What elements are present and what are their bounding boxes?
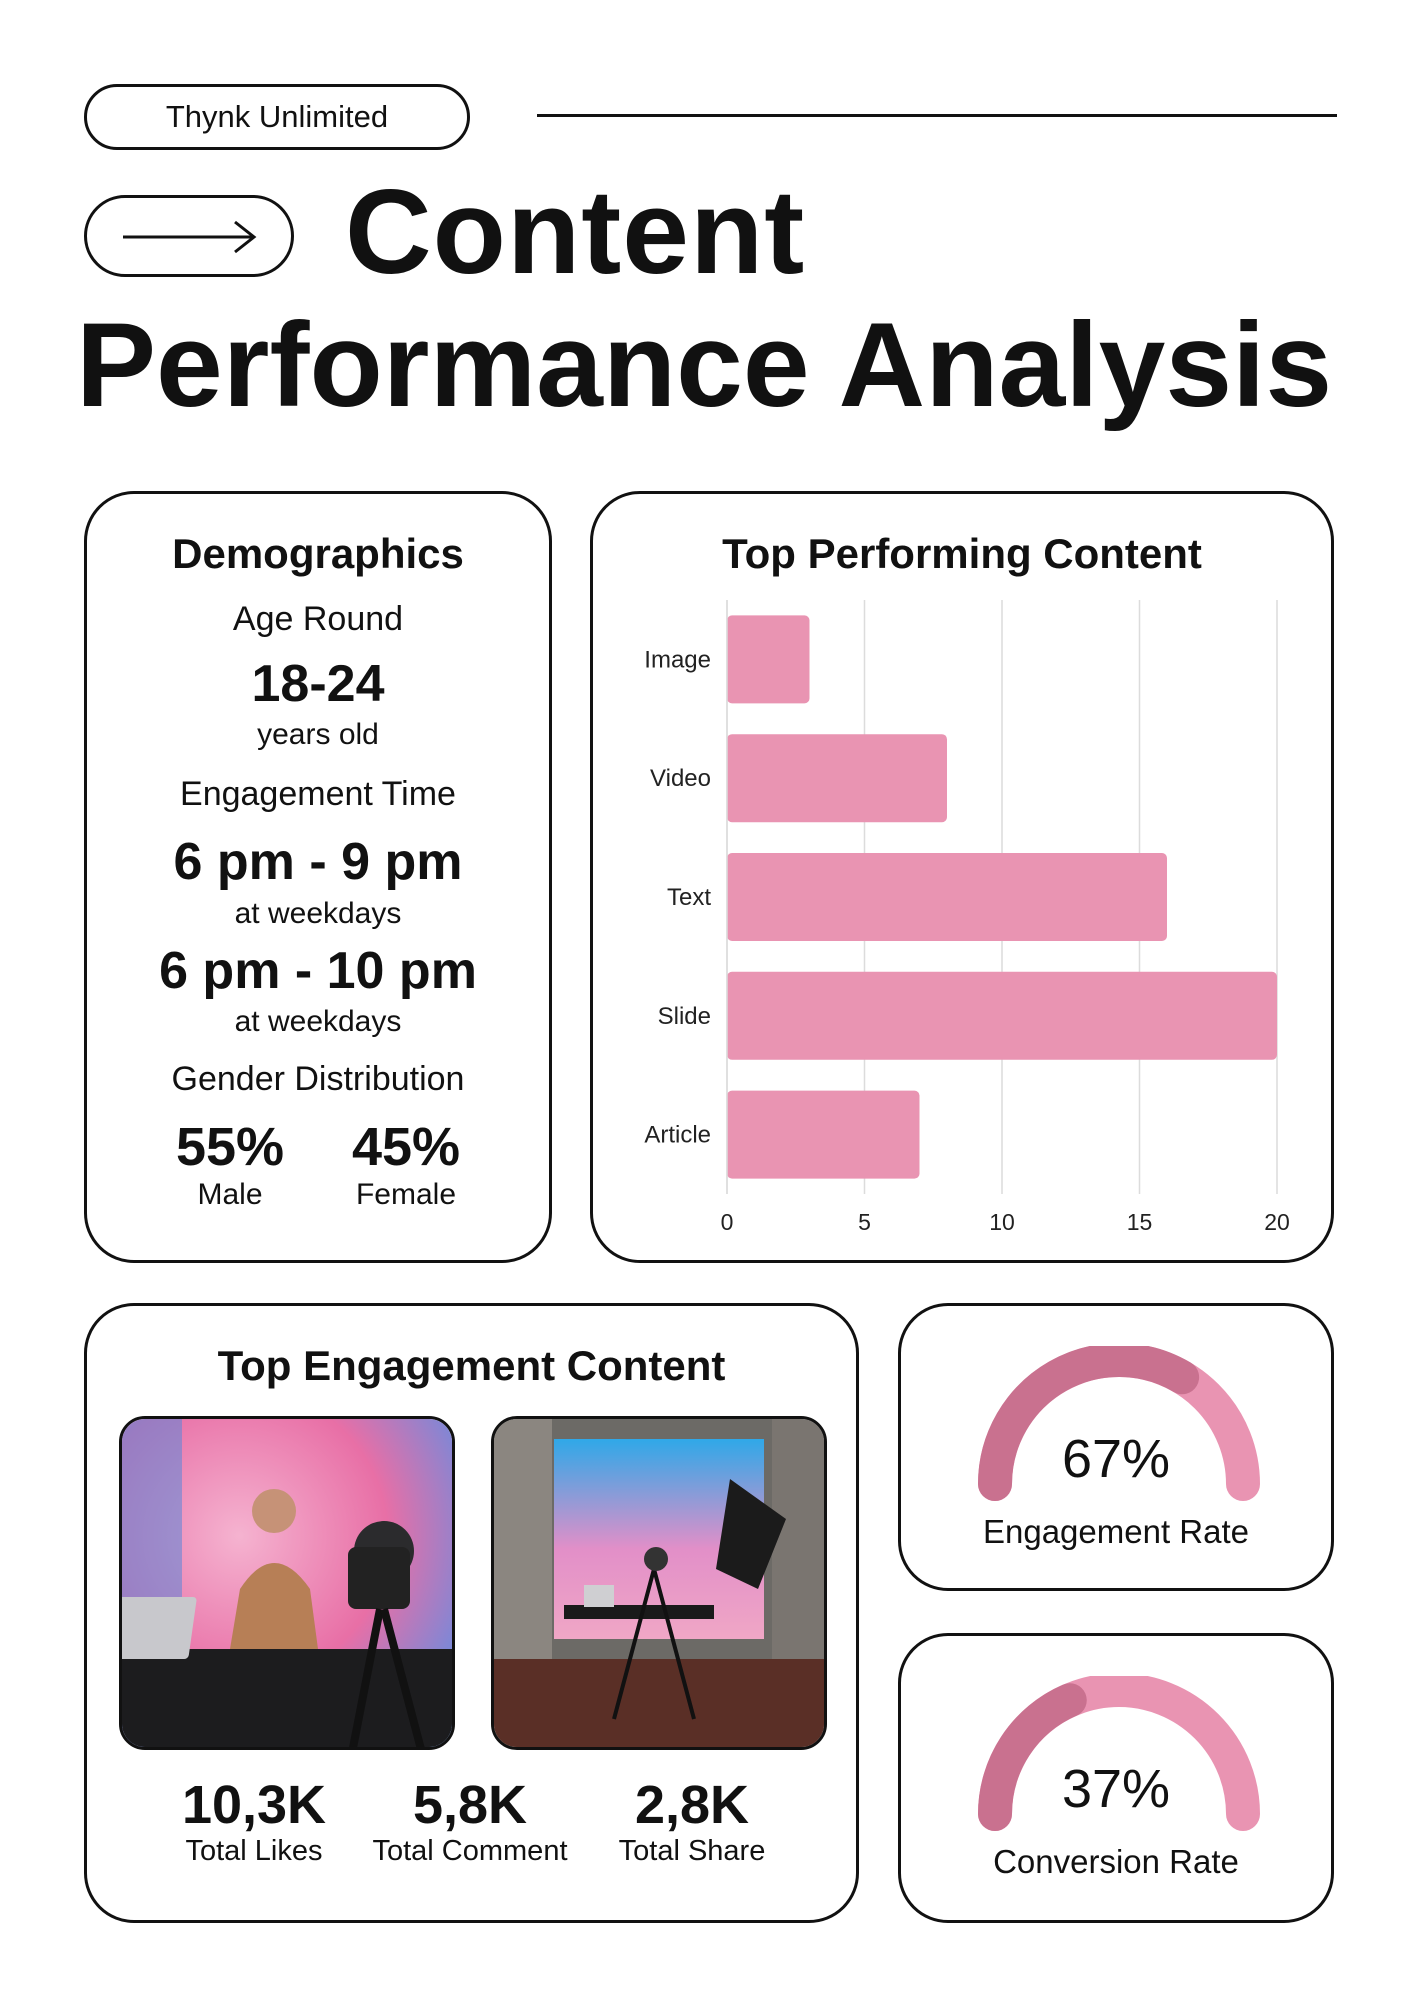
category-label: Article [644,1122,711,1149]
gender-female: 45% Female [341,1116,471,1212]
stat-label: Total Likes [185,1835,323,1868]
bar-slide [727,971,1277,1060]
stat-label: Total Comment [372,1835,568,1868]
conversion-rate-gauge [978,1676,1260,1831]
engagement-heading: Top Engagement Content [217,1342,726,1389]
engagement-slot-2-value: 6 pm - 10 pm [159,942,477,1000]
gauge-fill [978,1346,1200,1501]
x-tick-label: 20 [1264,1209,1290,1235]
arrow-pill [84,195,294,277]
demographics-heading: Demographics [172,530,464,577]
stat-value: 5,8K [412,1775,528,1835]
top-engagement-card: Top Engagement Content [84,1303,859,1923]
top-performing-card: Top Performing Content 0 5 10 15 20 Image Vide… [590,491,1334,1263]
conversion-rate-label: Conversion Rate [993,1843,1239,1880]
stat-value: 10,3K [181,1775,327,1835]
page-title-line-1: Content [345,165,806,299]
header-divider [537,114,1337,117]
chart-title: Top Performing Content [722,530,1202,577]
engagement-rate-card: 67% Engagement Rate [898,1303,1334,1591]
gender-male: 55% Male [165,1116,295,1212]
engagement-slot-2-note: at weekdays [234,1005,402,1038]
engagement-time-label: Engagement Time [180,775,456,813]
engagement-slot-1-value: 6 pm - 9 pm [173,833,463,891]
gender-distribution-label: Gender Distribution [171,1060,465,1098]
stat-total-share: 2,8K Total Share [577,1775,807,1868]
arrow-right-icon [123,220,257,254]
male-label: Male [197,1178,263,1211]
conversion-rate-value: 37% [1061,1759,1171,1819]
brand-pill: Thynk Unlimited [84,84,470,150]
bar-image [727,615,810,704]
male-value: 55% [175,1117,285,1177]
female-label: Female [355,1178,457,1211]
gauge-fill [978,1683,1087,1831]
category-label: Text [667,884,711,911]
studio-setup-photo [491,1416,827,1750]
gender-distribution: 55% Male 45% Female [87,1116,549,1212]
creator-studio-photo [119,1416,455,1750]
conversion-rate-card: 37% Conversion Rate [898,1633,1334,1923]
stat-label: Total Share [618,1835,766,1868]
bar-video [727,734,947,823]
x-tick-label: 5 [858,1209,871,1235]
stat-total-comment: 5,8K Total Comment [355,1775,585,1868]
age-unit: years old [257,718,379,751]
category-label: Slide [658,1003,711,1030]
engagement-rate-value: 67% [1061,1429,1171,1489]
category-label: Video [650,765,711,792]
brand-name: Thynk Unlimited [165,99,389,134]
bar-text [727,853,1167,941]
x-tick-label: 10 [989,1209,1015,1235]
engagement-rate-label: Engagement Rate [982,1513,1249,1550]
x-tick-label: 0 [721,1209,734,1235]
demographics-card: Demographics Age Round 18-24 years old E… [84,491,552,1263]
age-value: 18-24 [251,655,385,713]
engagement-rate-gauge [978,1346,1260,1501]
female-value: 45% [351,1117,461,1177]
x-tick-label: 15 [1127,1209,1153,1235]
stat-value: 2,8K [634,1775,750,1835]
page-title-line-2: Performance Analysis [76,298,1333,432]
engagement-slot-1-note: at weekdays [234,897,402,930]
age-label: Age Round [232,600,404,638]
category-label: Image [644,646,711,673]
stat-total-likes: 10,3K Total Likes [139,1775,369,1868]
bar-article [727,1090,920,1179]
bar-chart: 0 5 10 15 20 Image Video Text Slide Article [644,600,1290,1235]
